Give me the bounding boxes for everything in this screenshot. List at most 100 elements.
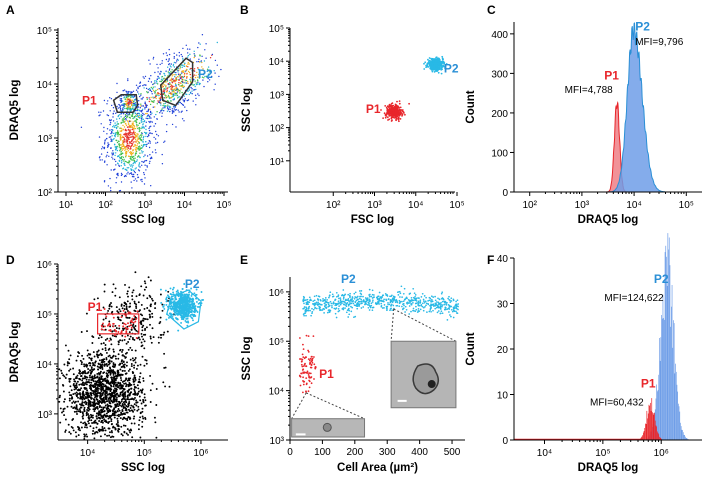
panel-a-point — [132, 164, 134, 167]
panel-a-point — [125, 102, 128, 104]
panel-d-point — [117, 374, 120, 377]
panel-d-point — [69, 368, 72, 371]
panel-d-point — [105, 397, 107, 400]
panel-a-point — [195, 74, 197, 77]
panel-a-point — [141, 132, 143, 135]
panel-a-point — [185, 93, 187, 96]
panel-a-point — [189, 80, 192, 82]
panel-a-point — [135, 160, 138, 163]
panel-d-point — [120, 400, 123, 403]
panel-a-point — [124, 98, 127, 100]
panel-d-point — [125, 401, 128, 404]
panel-a-point — [165, 130, 168, 133]
panel-d-point — [94, 383, 97, 386]
panel-a-point — [140, 115, 142, 117]
panel-a-point — [142, 112, 144, 115]
panel-d-point — [93, 410, 96, 413]
panel-d-point — [128, 325, 131, 328]
panel-a-point — [162, 104, 164, 107]
panel-a-point — [129, 136, 132, 138]
panel-d-point — [106, 376, 109, 379]
panel-d-point — [138, 375, 141, 378]
panel-d-point — [146, 318, 149, 321]
panel-d-point — [124, 356, 127, 359]
panel-a-point — [190, 76, 192, 79]
panel-a-point — [178, 82, 180, 84]
panel-a-point — [119, 138, 122, 141]
panel-a-point — [103, 126, 105, 129]
panel-a-point — [110, 139, 113, 141]
panel-a-point — [129, 126, 131, 129]
panel-d-point — [102, 429, 105, 432]
panel-a-point — [151, 151, 154, 153]
panel-a-point — [153, 83, 155, 85]
panel-a-point — [115, 152, 117, 154]
panel-a-point — [136, 147, 138, 149]
panel-a-point — [138, 109, 140, 111]
panel-d-point — [65, 373, 68, 376]
panel-d-point — [115, 404, 118, 407]
panel-a-point — [132, 121, 134, 123]
panel-d-point — [114, 294, 117, 297]
panel-a-point — [147, 88, 149, 91]
panel-d-point — [102, 318, 105, 321]
panel-d-point — [151, 327, 154, 330]
panel-a-point — [155, 142, 157, 144]
panel-a-point — [140, 139, 143, 141]
panel-d-point — [86, 396, 89, 399]
panel-a-point — [133, 157, 135, 160]
panel-a-point — [154, 82, 156, 84]
panel-d-point — [87, 415, 90, 417]
panel-a-point — [173, 110, 175, 112]
panel-d-point — [112, 348, 115, 351]
panel-d-point — [149, 335, 152, 338]
panel-a-point — [102, 110, 105, 112]
panel-a-point — [122, 121, 124, 123]
panel-a-point — [184, 82, 186, 84]
panel-a-point — [170, 77, 173, 80]
panel-d-point — [78, 372, 81, 375]
panel-d-point — [149, 305, 152, 308]
panel-a-point — [142, 118, 145, 121]
panel-d-point — [81, 402, 83, 405]
panel-d-point — [133, 364, 136, 367]
panel-d-point — [128, 393, 131, 396]
panel-a-point — [161, 115, 163, 118]
panel-a-point — [158, 97, 160, 99]
panel-d-point — [129, 302, 132, 305]
panel-a-point — [143, 183, 146, 185]
panel-a-point — [155, 89, 157, 92]
panel-a-point — [159, 72, 161, 75]
panel-a-point — [151, 88, 154, 90]
panel-d-point — [96, 386, 99, 389]
panel-a-point — [166, 124, 168, 126]
panel-a-point — [183, 95, 185, 97]
panel-d-point — [134, 393, 137, 396]
panel-a-point — [167, 71, 169, 73]
panel-a-point — [119, 127, 121, 129]
panel-d-point — [103, 290, 106, 293]
panel-a-point — [103, 161, 106, 163]
panel-a-point — [182, 104, 185, 107]
panel-a-point — [119, 150, 121, 152]
panel-d-point — [128, 368, 131, 371]
panel-d-point — [69, 385, 72, 388]
panel-d-point — [161, 309, 164, 312]
panel-a-point — [160, 70, 162, 73]
panel-d-point — [85, 383, 88, 386]
panel-d-point — [99, 370, 102, 373]
panel-d-point — [91, 342, 94, 344]
panel-a-point — [126, 115, 129, 118]
panel-d-point — [98, 385, 101, 388]
panel-d-point — [133, 422, 136, 425]
panel-d-point — [133, 390, 136, 392]
panel-a-point — [162, 53, 165, 55]
panel-d-point — [140, 341, 143, 344]
panel-a-point — [132, 141, 134, 143]
panel-a-point — [181, 78, 183, 80]
panel-d-point — [94, 419, 97, 422]
panel-a-point — [193, 53, 195, 55]
panel-d-point — [114, 395, 117, 398]
panel-a-point — [168, 59, 170, 61]
panel-a-point — [122, 156, 125, 158]
